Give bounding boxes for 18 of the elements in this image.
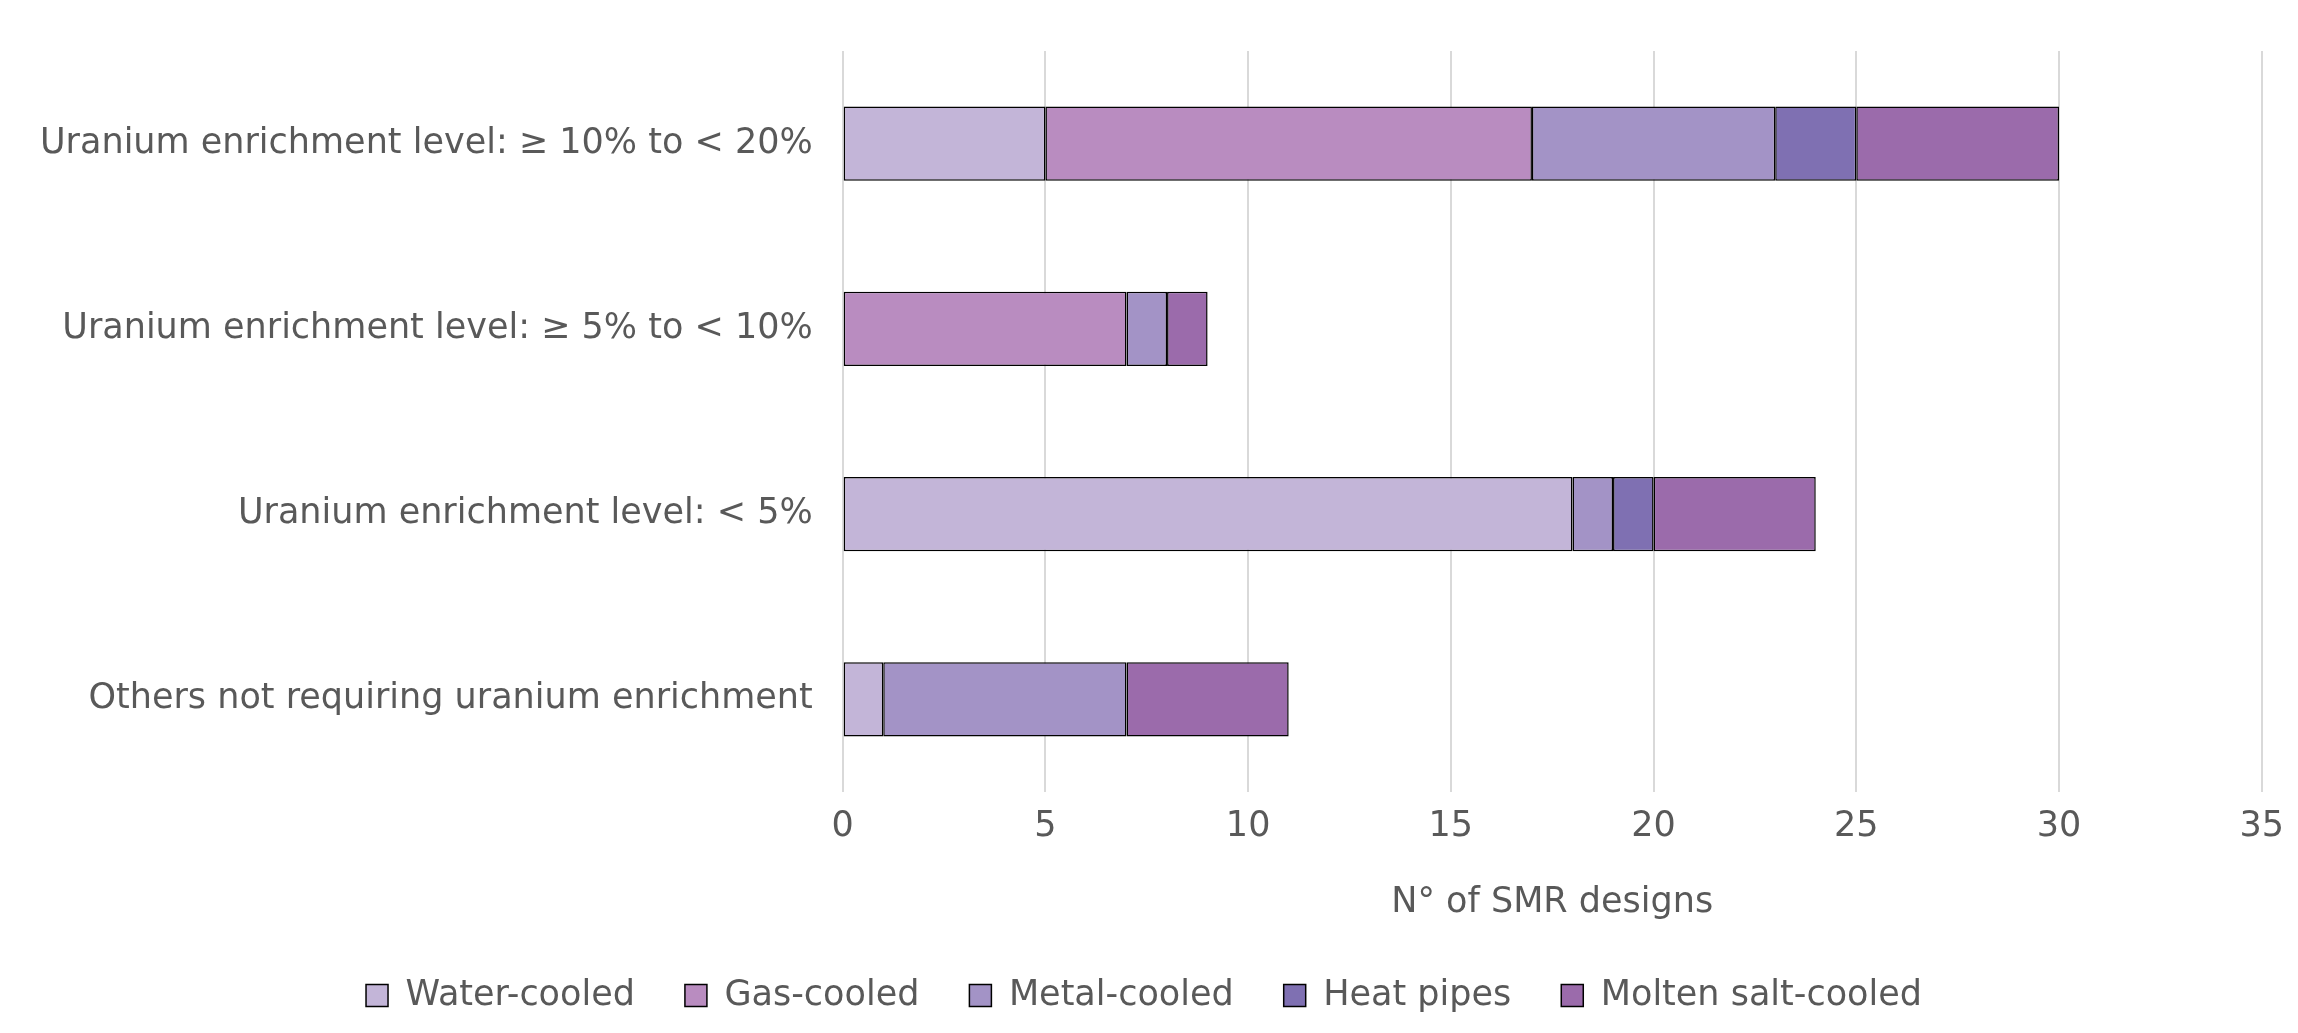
x-tick-label: 10 — [1225, 804, 1271, 845]
legend-label: Heat pipes — [1323, 972, 1512, 1013]
y-tick-label: Uranium enrichment level: ≥ 5% to < 10% — [62, 305, 813, 346]
x-tick-label: 0 — [831, 804, 854, 845]
x-axis-title: N° of SMR designs — [1391, 880, 1714, 921]
y-tick-label: Others not requiring uranium enrichment — [88, 676, 813, 717]
x-tick-label: 35 — [2239, 804, 2285, 845]
x-tick-label: 25 — [1834, 804, 1879, 845]
legend-label: Water-cooled — [405, 972, 635, 1013]
x-tick-label: 20 — [1631, 804, 1676, 845]
y-tick-label: Uranium enrichment level: < 5% — [237, 491, 813, 532]
y-tick-label: Uranium enrichment level: ≥ 10% to < 20% — [40, 120, 813, 161]
legend-label: Molten salt-cooled — [1600, 972, 1922, 1013]
legend-label: Gas-cooled — [724, 972, 920, 1013]
x-tick-label: 30 — [2036, 804, 2082, 845]
x-tick-label: 5 — [1034, 804, 1057, 845]
legend-label: Metal-cooled — [1008, 972, 1234, 1013]
x-tick-label: 15 — [1428, 804, 1474, 845]
